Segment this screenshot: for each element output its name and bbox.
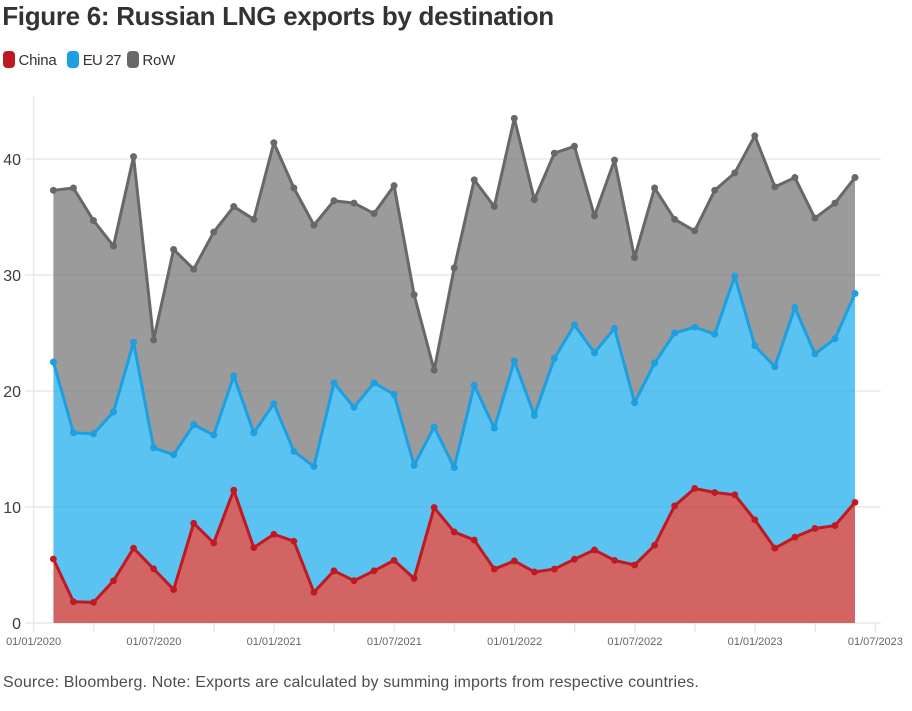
svg-text:40: 40 [3,152,21,169]
svg-text:01/01/2023: 01/01/2023 [728,636,783,648]
svg-text:01/01/2022: 01/01/2022 [487,636,542,648]
svg-text:01/07/2021: 01/07/2021 [367,636,422,648]
svg-text:0: 0 [12,616,21,633]
svg-text:01/01/2021: 01/01/2021 [247,636,302,648]
svg-text:10: 10 [3,500,21,517]
svg-text:01/07/2020: 01/07/2020 [126,636,181,648]
svg-text:01/07/2022: 01/07/2022 [607,636,662,648]
svg-text:01/01/2020: 01/01/2020 [6,636,61,648]
svg-text:30: 30 [3,268,21,285]
svg-text:20: 20 [3,384,21,401]
svg-text:01/07/2023: 01/07/2023 [848,636,903,648]
